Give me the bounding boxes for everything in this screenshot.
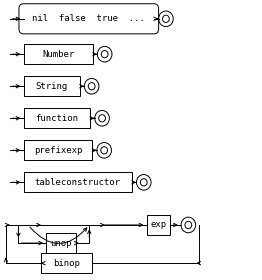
FancyBboxPatch shape [24, 44, 93, 64]
FancyBboxPatch shape [24, 140, 92, 160]
FancyBboxPatch shape [46, 233, 76, 253]
Text: function: function [35, 114, 78, 123]
FancyBboxPatch shape [24, 76, 80, 96]
FancyBboxPatch shape [24, 108, 90, 128]
Text: prefixexp: prefixexp [34, 146, 82, 155]
FancyBboxPatch shape [147, 215, 170, 235]
Text: String: String [36, 82, 68, 91]
Text: exp: exp [150, 220, 166, 230]
FancyBboxPatch shape [19, 4, 159, 34]
Text: tableconstructor: tableconstructor [35, 178, 121, 187]
Text: nil  false  true  ...: nil false true ... [32, 14, 145, 23]
FancyBboxPatch shape [41, 253, 92, 273]
Text: unop: unop [51, 239, 72, 248]
Text: Number: Number [42, 50, 74, 59]
FancyBboxPatch shape [24, 172, 132, 192]
Text: binop: binop [53, 259, 80, 268]
